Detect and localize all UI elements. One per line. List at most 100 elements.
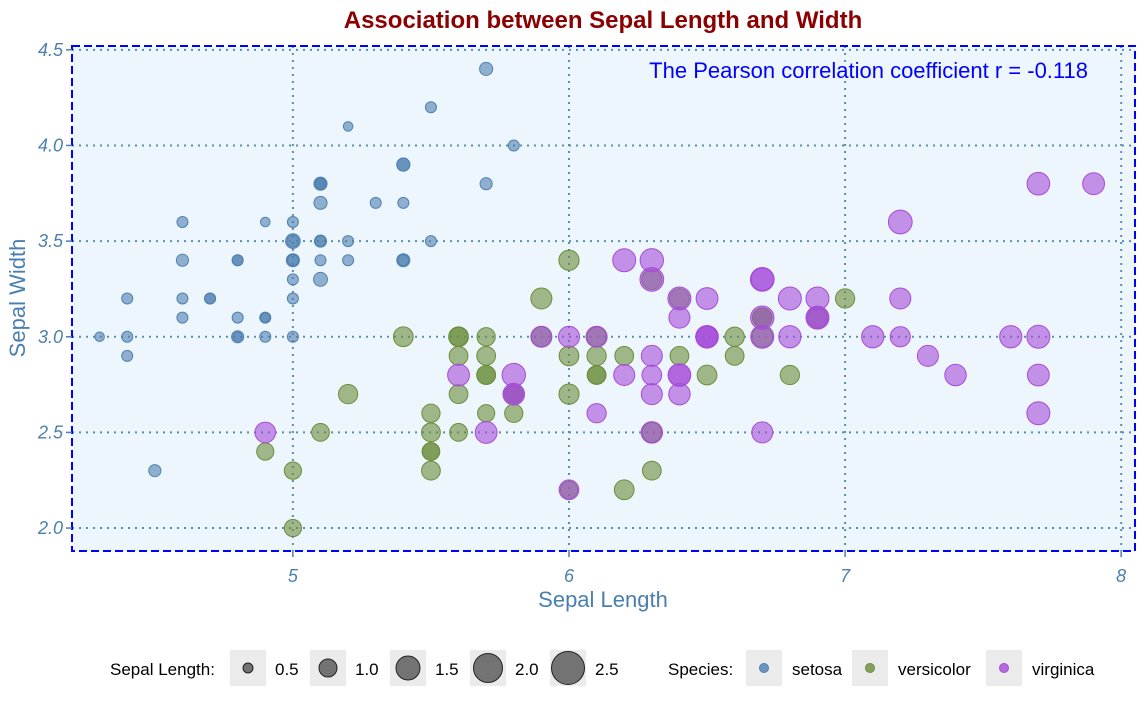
point-versicolor: [449, 423, 468, 442]
point-setosa: [231, 330, 245, 344]
point-setosa: [313, 271, 328, 287]
point-virginica: [861, 325, 885, 349]
point-virginica: [641, 364, 663, 386]
species-legend-swatch: [999, 663, 1009, 673]
point-setosa: [286, 273, 299, 286]
point-virginica: [778, 325, 802, 349]
point-setosa: [286, 292, 299, 305]
y-tick-label: 4.0: [38, 135, 63, 155]
y-tick-label: 4.5: [38, 40, 64, 60]
chart-title: Association between Sepal Length and Wid…: [344, 7, 863, 34]
size-legend-title: Sepal Length:: [110, 660, 215, 679]
point-virginica: [805, 305, 830, 330]
point-setosa: [175, 253, 190, 267]
point-versicolor: [586, 365, 607, 385]
point-virginica: [751, 421, 774, 444]
point-versicolor: [641, 460, 662, 481]
point-virginica: [1026, 363, 1050, 387]
point-setosa: [314, 254, 327, 267]
point-setosa: [121, 292, 134, 305]
point-setosa: [342, 121, 354, 132]
point-versicolor: [476, 327, 496, 347]
species-legend-swatch: [865, 663, 875, 673]
point-setosa: [396, 253, 411, 268]
point-virginica: [1082, 172, 1106, 196]
point-setosa: [369, 196, 382, 209]
point-setosa: [424, 235, 437, 248]
x-tick-label: 5: [288, 566, 299, 586]
point-virginica: [667, 363, 692, 387]
y-axis-title: Sepal Width: [5, 239, 30, 358]
point-virginica: [944, 363, 967, 387]
size-legend-label: 1.5: [435, 660, 459, 679]
point-setosa: [313, 195, 328, 210]
y-tick-label: 2.5: [37, 422, 64, 442]
point-virginica: [667, 286, 692, 311]
color-legend-title: Species:: [668, 660, 733, 679]
point-setosa: [285, 233, 301, 249]
point-virginica: [777, 286, 802, 311]
point-virginica: [889, 326, 911, 348]
point-versicolor: [477, 404, 496, 423]
species-legend-label: virginica: [1032, 660, 1095, 679]
point-setosa: [286, 330, 299, 343]
point-setosa: [176, 311, 189, 324]
point-setosa: [148, 464, 162, 478]
size-legend-label: 1.0: [355, 660, 379, 679]
point-versicolor: [476, 365, 497, 385]
y-tick-label: 3.5: [38, 231, 64, 251]
x-tick-label: 6: [564, 566, 575, 586]
point-versicolor: [421, 442, 441, 461]
point-virginica: [612, 248, 637, 273]
point-setosa: [259, 330, 272, 343]
point-virginica: [447, 363, 470, 387]
point-virginica: [530, 325, 553, 348]
x-tick-label: 7: [840, 566, 851, 586]
size-legend-swatch: [242, 662, 254, 674]
point-setosa: [314, 177, 327, 190]
point-versicolor: [392, 326, 414, 348]
point-setosa: [231, 311, 244, 324]
point-virginica: [586, 403, 607, 424]
y-axis-ticks: 2.0 2.5 3.0 3.5 4.0 4.5: [37, 40, 72, 538]
point-versicolor: [421, 403, 441, 423]
point-setosa: [285, 253, 300, 268]
point-virginica: [1026, 401, 1051, 426]
y-tick-label: 2.0: [37, 518, 63, 538]
plot-panel: [72, 46, 1135, 551]
point-versicolor: [558, 383, 580, 405]
point-virginica: [558, 479, 580, 501]
data-points: [94, 61, 1106, 538]
size-legend-swatch: [473, 653, 503, 683]
point-virginica: [750, 324, 775, 349]
size-legend-label: 2.5: [595, 660, 619, 679]
point-versicolor: [586, 345, 607, 367]
point-setosa: [94, 331, 105, 343]
point-virginica: [640, 344, 663, 367]
point-setosa: [286, 215, 299, 228]
species-legend-label: setosa: [792, 660, 843, 679]
point-versicolor: [504, 403, 524, 423]
point-versicolor: [530, 287, 553, 310]
species-legend-label: versicolor: [898, 660, 971, 679]
point-versicolor: [337, 384, 359, 405]
y-tick-label: 3.0: [38, 327, 63, 347]
point-virginica: [613, 364, 636, 387]
correlation-annotation: The Pearson correlation coefficient r = …: [649, 58, 1088, 83]
point-setosa: [479, 177, 493, 191]
point-versicolor: [724, 346, 745, 366]
point-versicolor: [448, 326, 469, 347]
point-virginica: [502, 382, 525, 406]
point-setosa: [397, 196, 410, 209]
point-versicolor: [558, 345, 580, 367]
point-versicolor: [448, 346, 469, 366]
point-virginica: [916, 344, 939, 367]
point-versicolor: [448, 384, 469, 405]
point-virginica: [640, 421, 664, 444]
point-virginica: [668, 306, 691, 329]
size-legend-swatch: [551, 651, 585, 685]
point-setosa: [342, 254, 355, 267]
point-virginica: [640, 383, 663, 406]
point-setosa: [313, 234, 328, 248]
